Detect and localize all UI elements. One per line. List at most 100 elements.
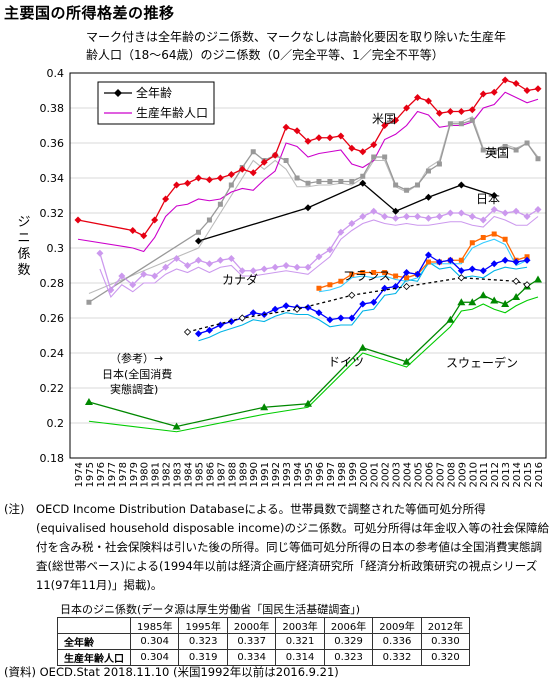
series-sweden_all [84, 275, 542, 430]
data-point [216, 174, 224, 182]
data-point [490, 260, 498, 268]
x-tick-label: 2015 [523, 462, 534, 487]
data-point [194, 174, 202, 182]
page-title: 主要国の所得格差の推移 [4, 4, 175, 22]
data-point [457, 181, 465, 189]
data-point [195, 229, 201, 235]
x-tick-label: 2012 [490, 462, 501, 487]
x-tick-label: 1989 [238, 462, 249, 487]
data-point [404, 275, 410, 281]
data-point [414, 213, 422, 220]
x-tick-label: 2004 [403, 462, 414, 487]
series-us_all [74, 76, 542, 240]
japan-table-title: 日本のジニ係数(データ源は厚生労働省「国民生活基礎調査」) [60, 603, 361, 616]
data-point [327, 282, 333, 288]
y-axis-label-char-1: ジ [17, 215, 30, 230]
series-japan_ref [183, 274, 531, 336]
data-point [523, 87, 531, 94]
data-point [74, 216, 82, 224]
y-tick-label: 0.28 [40, 277, 65, 290]
data-point [424, 193, 432, 201]
data-point [172, 422, 181, 430]
table-row: 生産年齢人口 0.304 0.319 0.334 0.314 0.323 0.3… [57, 649, 471, 666]
data-point [227, 255, 235, 262]
data-point [151, 216, 159, 224]
y-axis-label-char-2: ニ [17, 231, 30, 246]
x-tick-label: 2007 [435, 462, 446, 487]
data-point [271, 151, 279, 159]
data-point [360, 270, 366, 275]
y-tick-label: 0.3 [47, 242, 65, 255]
data-point [491, 149, 497, 155]
data-point [446, 209, 454, 217]
data-point [184, 262, 192, 269]
y-tick-label: 0.2 [47, 417, 65, 430]
data-point [184, 179, 192, 187]
data-point [523, 213, 531, 220]
y-axis-label-char-3: 係 [17, 247, 30, 262]
data-point [107, 286, 115, 294]
data-point [360, 173, 366, 179]
data-point [228, 182, 234, 188]
x-tick-label: 1998 [337, 462, 348, 487]
data-point [502, 236, 508, 242]
data-point [283, 158, 289, 163]
x-tick-label: 1983 [173, 462, 184, 487]
data-point [501, 76, 509, 84]
data-point [424, 97, 432, 105]
series-japan_all [194, 179, 498, 245]
data-point [151, 272, 159, 280]
data-point [458, 257, 464, 263]
series-line [187, 277, 528, 333]
data-point [216, 256, 224, 264]
data-point [315, 309, 323, 317]
label-japan-ref-3: 実態調査) [110, 382, 158, 396]
legend: 全年齢 生産年齢人口 [97, 81, 215, 125]
data-point [260, 403, 269, 411]
data-point [140, 270, 148, 278]
data-point [436, 161, 442, 167]
x-tick-label: 1979 [129, 462, 140, 487]
data-point [194, 237, 202, 245]
data-point [129, 281, 137, 289]
data-point [249, 169, 257, 177]
data-point [446, 108, 454, 115]
data-point [371, 154, 377, 160]
data-point [238, 314, 246, 322]
x-tick-label: 2005 [414, 462, 425, 487]
notes-label: (注) [4, 502, 25, 516]
data-point [414, 94, 422, 101]
table-cell: 0.319 [178, 649, 228, 666]
chart-subtitle-line-1: マーク付きは全年齢のジニ係数、マークなしは高齢化要因を取り除いた生産年 [86, 29, 506, 44]
x-tick-label: 2001 [370, 462, 381, 487]
x-tick-label: 1992 [271, 462, 282, 487]
data-point [238, 267, 246, 275]
data-point [512, 207, 520, 215]
data-point [293, 305, 301, 313]
table-cell: 0.320 [420, 649, 471, 666]
x-tick-label: 1975 [85, 462, 96, 487]
x-tick-label: 1985 [194, 462, 205, 487]
series-line [88, 296, 539, 433]
data-point [293, 127, 301, 135]
series-line [99, 215, 539, 299]
label-canada: カナダ [222, 272, 258, 287]
label-germany: ドイツ [328, 355, 364, 369]
x-tick-label: 2000 [359, 462, 370, 487]
x-tick-label: 1993 [282, 462, 293, 487]
series-line [198, 261, 528, 342]
table-cell: 0.337 [226, 633, 277, 650]
data-point [480, 147, 486, 153]
x-tick-label: 1978 [118, 462, 129, 487]
data-point [305, 180, 311, 186]
data-point [359, 179, 367, 187]
data-point [403, 213, 411, 220]
y-tick-label: 0.36 [40, 137, 65, 150]
data-point [304, 304, 312, 311]
data-point [502, 144, 508, 149]
data-point [513, 147, 519, 153]
data-point [535, 156, 541, 162]
series-sweden_wa [88, 296, 539, 433]
data-point [86, 299, 92, 305]
data-point [183, 328, 192, 336]
